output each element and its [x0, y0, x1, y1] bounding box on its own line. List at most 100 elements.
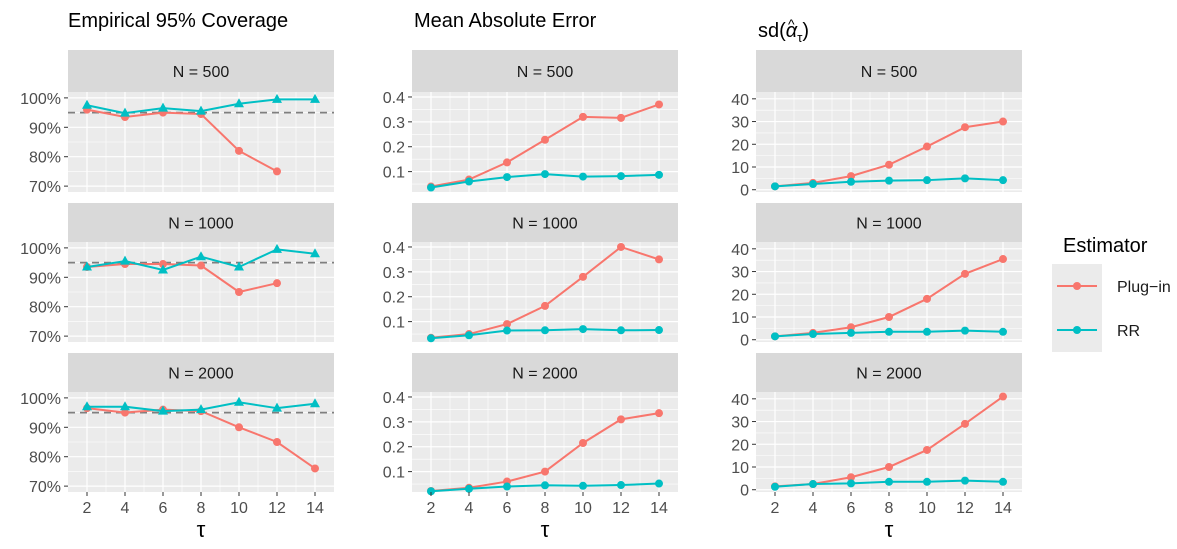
data-point-plugin: [579, 112, 587, 121]
y-tick-label: 100%: [20, 91, 61, 108]
data-point-plugin: [655, 255, 663, 264]
facet-strip-label: N = 1000: [168, 216, 233, 233]
data-point-rr: [272, 402, 282, 412]
data-point-plugin: [961, 419, 969, 428]
data-point-rr: [847, 177, 855, 186]
data-point-plugin: [999, 117, 1007, 126]
data-point-rr: [961, 476, 969, 485]
data-point-rr: [579, 172, 587, 181]
y-tick-label: 40: [731, 242, 749, 259]
y-tick-label: 10: [731, 160, 749, 177]
data-point-rr: [503, 326, 511, 335]
legend-marker-rr: [1073, 326, 1081, 334]
data-point-plugin: [541, 135, 549, 144]
x-tick-label: 8: [197, 500, 206, 517]
data-point-rr: [82, 261, 92, 271]
y-tick-label: 40: [731, 92, 749, 109]
facet-strip: [412, 353, 678, 392]
facet-strip: [68, 203, 334, 242]
x-tick-label: 2: [771, 500, 780, 517]
y-tick-label: 20: [731, 137, 749, 154]
y-tick-label: 90%: [29, 420, 61, 437]
col3-title-sub: τ: [797, 30, 803, 45]
y-tick-label: 0.4: [383, 240, 405, 257]
col1-title: Empirical 95% Coverage: [68, 10, 288, 32]
panel-c2-r3: N = 2000 0.1 0.2 0.3 0.4 2 4 6 8 10 12 14: [383, 353, 678, 517]
y-tick-label: 70%: [29, 179, 61, 196]
y-tick-label: 90%: [29, 270, 61, 287]
data-point-rr: [847, 328, 855, 337]
x-tick-label: 10: [230, 500, 248, 517]
y-tick-label: 0: [740, 483, 749, 500]
y-tick-label: 0.2: [383, 140, 405, 157]
legend-marker-plugin: [1073, 282, 1081, 290]
x-tick-label: 2: [427, 500, 436, 517]
data-point-plugin: [159, 260, 167, 269]
x-tick-label: 6: [847, 500, 856, 517]
data-point-plugin: [617, 415, 625, 424]
y-tick-label: 0.3: [383, 415, 405, 432]
x-tick-label: 6: [159, 500, 168, 517]
col3-title-hat: ^: [788, 16, 795, 32]
y-tick-label: 30: [731, 115, 749, 132]
facet-strip-label: N = 2000: [856, 366, 921, 383]
data-point-rr: [885, 327, 893, 336]
data-point-rr: [655, 479, 663, 488]
data-point-rr: [771, 482, 779, 491]
x-tick-label: 14: [306, 500, 324, 517]
data-point-rr: [272, 243, 282, 253]
data-point-rr: [541, 481, 549, 490]
data-point-rr: [617, 172, 625, 181]
data-point-rr: [465, 331, 473, 340]
x-tick-label: 12: [612, 500, 630, 517]
y-tick-label: 40: [731, 392, 749, 409]
data-point-rr: [196, 404, 206, 414]
data-point-plugin: [885, 313, 893, 321]
data-point-rr: [465, 484, 473, 493]
data-point-plugin: [503, 158, 511, 167]
x-tick-label: 6: [503, 500, 512, 517]
data-point-rr: [120, 255, 130, 265]
data-point-plugin: [121, 408, 129, 417]
data-point-plugin: [999, 392, 1007, 401]
data-point-rr: [655, 170, 663, 179]
data-point-plugin: [311, 464, 319, 473]
y-tick-label: 20: [731, 437, 749, 454]
data-point-rr: [503, 482, 511, 491]
data-point-rr: [310, 398, 320, 408]
data-point-rr: [82, 401, 92, 411]
y-tick-label: 0.2: [383, 290, 405, 307]
col3-title: sd(ατ): [758, 20, 809, 45]
data-point-rr: [617, 481, 625, 490]
y-tick-label: 0: [740, 183, 749, 200]
x-tick-label: 4: [809, 500, 818, 517]
data-point-rr: [771, 182, 779, 191]
facet-strip: [412, 203, 678, 242]
data-point-rr: [158, 405, 168, 415]
data-point-rr: [999, 327, 1007, 336]
data-point-rr: [196, 251, 206, 261]
data-point-plugin: [273, 167, 281, 176]
facet-strip-label: N = 1000: [512, 216, 577, 233]
data-point-plugin: [923, 142, 931, 151]
y-tick-label: 30: [731, 265, 749, 282]
data-point-rr: [120, 401, 130, 411]
y-tick-label: 100%: [20, 241, 61, 258]
data-point-rr: [847, 479, 855, 488]
y-tick-label: 0.1: [383, 315, 405, 332]
facet-strip-label: N = 500: [861, 64, 918, 81]
data-point-rr: [541, 170, 549, 179]
facet-strip-label: N = 1000: [856, 216, 921, 233]
data-point-rr: [809, 480, 817, 489]
data-point-plugin: [885, 463, 893, 471]
data-point-plugin: [235, 146, 243, 155]
x-tick-label: 10: [918, 500, 936, 517]
facet-strip: [68, 50, 334, 92]
data-point-rr: [923, 327, 931, 336]
y-tick-label: 0.3: [383, 265, 405, 282]
x-tick-label: 8: [885, 500, 894, 517]
data-point-plugin: [961, 269, 969, 278]
data-point-plugin: [999, 255, 1007, 264]
legend-label-rr: RR: [1117, 323, 1140, 340]
